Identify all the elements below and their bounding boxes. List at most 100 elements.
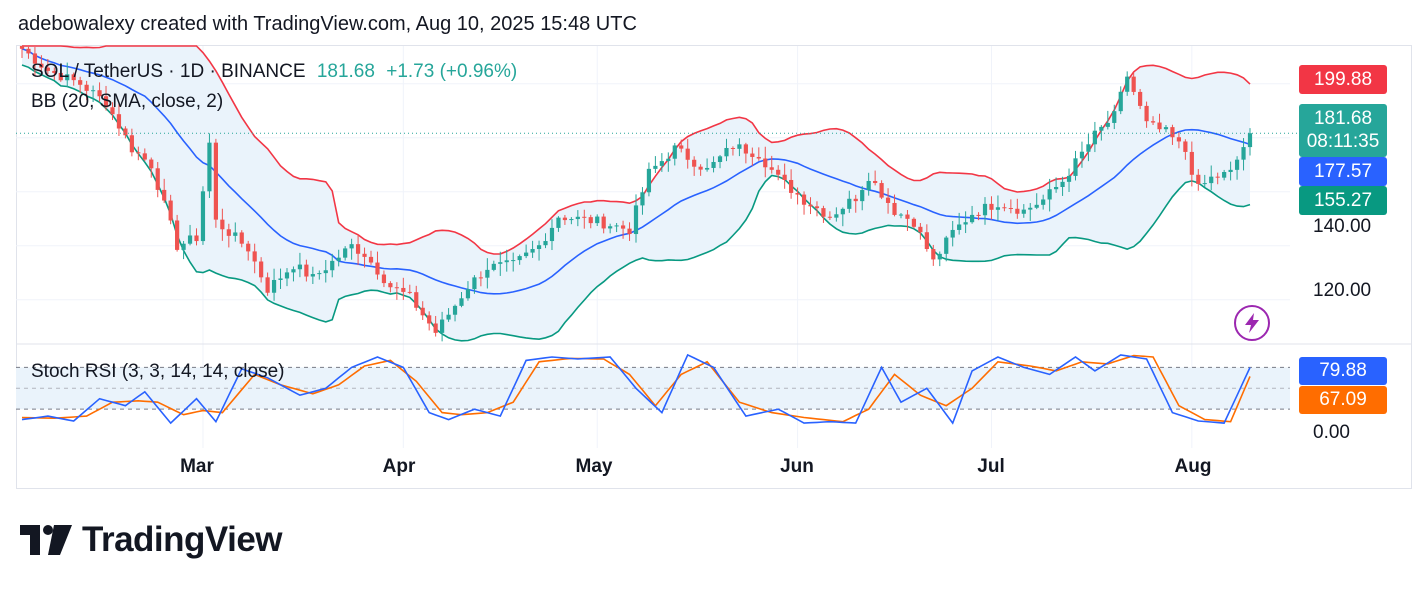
bb-band-fill (22, 46, 1250, 341)
candle-body (698, 166, 703, 170)
candle-body (78, 80, 83, 85)
candle-body (1047, 189, 1052, 200)
candle-body (465, 289, 471, 299)
candle-body (1002, 207, 1007, 209)
candle-body (957, 224, 962, 230)
candle-body (814, 206, 820, 209)
candle-body (769, 167, 774, 170)
candle-body (52, 70, 57, 73)
candle-body (1247, 133, 1253, 148)
candle-body (608, 226, 613, 229)
candle-body (672, 145, 677, 159)
candle-body (743, 144, 748, 154)
candle-body (394, 287, 399, 289)
candle-body (1170, 127, 1175, 138)
candle-body (1228, 169, 1233, 172)
symbol-title[interactable]: SOL / TetherUS · 1D · BINANCE (31, 61, 306, 82)
candle-body (252, 251, 257, 262)
candle-body (711, 161, 716, 168)
candle-body (459, 298, 464, 306)
candle-body (601, 216, 606, 229)
candle-body (472, 277, 477, 290)
bb-basis-price-tag: 177.57 (1299, 157, 1387, 186)
candle-body (1215, 176, 1220, 178)
candle-body (821, 208, 826, 217)
candle-body (39, 63, 44, 68)
bb-indicator-legend[interactable]: BB (20, SMA, close, 2) (31, 91, 224, 112)
candle-body (1150, 121, 1156, 123)
candle-body (149, 159, 154, 169)
candle-body (620, 225, 626, 229)
candle-body (595, 216, 600, 224)
y-tick-label: 140.00 (1313, 216, 1372, 237)
candle-body (220, 219, 225, 230)
candle-body (330, 260, 335, 271)
candle-body (937, 253, 942, 260)
candle-body (1176, 137, 1182, 142)
candle-body (885, 197, 891, 203)
candle-body (776, 169, 781, 175)
candle-body (582, 216, 587, 218)
candle-body (1073, 158, 1078, 176)
stoch-rsi-legend[interactable]: Stoch RSI (3, 3, 14, 14, close) (31, 361, 285, 382)
candle-body (90, 90, 96, 92)
tradingview-brand[interactable]: TradingView (20, 520, 283, 560)
candle-body (640, 192, 645, 206)
candle-body (239, 232, 244, 244)
candle-body (530, 249, 535, 253)
candle-body (614, 225, 619, 227)
candle-body (1028, 207, 1033, 210)
candle-body (1189, 151, 1194, 175)
candle-body (556, 217, 561, 228)
candle-body (136, 152, 141, 154)
candle-body (782, 174, 787, 180)
candle-body (103, 96, 109, 108)
candle-body (989, 203, 994, 210)
bb-lower-line (21, 64, 1251, 342)
candle-body (200, 191, 206, 242)
candle-body (1060, 181, 1065, 187)
candle-body (892, 202, 897, 215)
candle-body (679, 145, 684, 149)
candle-body (692, 159, 697, 167)
candle-body (860, 190, 865, 202)
candle-body (995, 207, 1001, 210)
candle-body (26, 48, 31, 54)
candle-body (1015, 208, 1020, 214)
candle-body (1112, 111, 1117, 123)
candle-body (1196, 174, 1201, 184)
candle-body (1041, 199, 1046, 205)
candle-body (1092, 130, 1097, 145)
candle-body (362, 253, 367, 257)
candle-body (898, 214, 904, 216)
candle-body (763, 158, 768, 168)
candle-body (1086, 144, 1091, 152)
chart-attribution: adebowalexy created with TradingView.com… (18, 13, 637, 35)
candle-body (1054, 186, 1059, 190)
candle-body (271, 279, 277, 293)
candle-body (45, 67, 50, 71)
candle-body (446, 314, 451, 320)
candle-body (129, 135, 134, 153)
candle-body (65, 74, 70, 81)
candle-body (19, 46, 25, 49)
candle-body (420, 307, 425, 316)
candle-body (827, 216, 832, 218)
candle-body (375, 262, 380, 275)
y-tick-label: 120.00 (1313, 280, 1372, 301)
stoch-k-tag: 79.88 (1299, 357, 1387, 385)
candle-body (524, 252, 529, 257)
candle-body (653, 165, 658, 169)
symbol-legend[interactable]: SOL / TetherUS · 1D · BINANCE 181.68 +1.… (31, 61, 517, 83)
candle-body (504, 260, 509, 263)
candle-body (873, 180, 878, 184)
lightning-bolt-icon[interactable] (1234, 305, 1270, 341)
candle-body (847, 198, 852, 209)
candle-body (162, 189, 167, 201)
candle-body (233, 232, 238, 236)
chart-frame[interactable] (16, 45, 1412, 489)
stoch-k-line (21, 353, 1251, 425)
candle-body (1125, 76, 1130, 92)
candle-body (1234, 159, 1240, 170)
